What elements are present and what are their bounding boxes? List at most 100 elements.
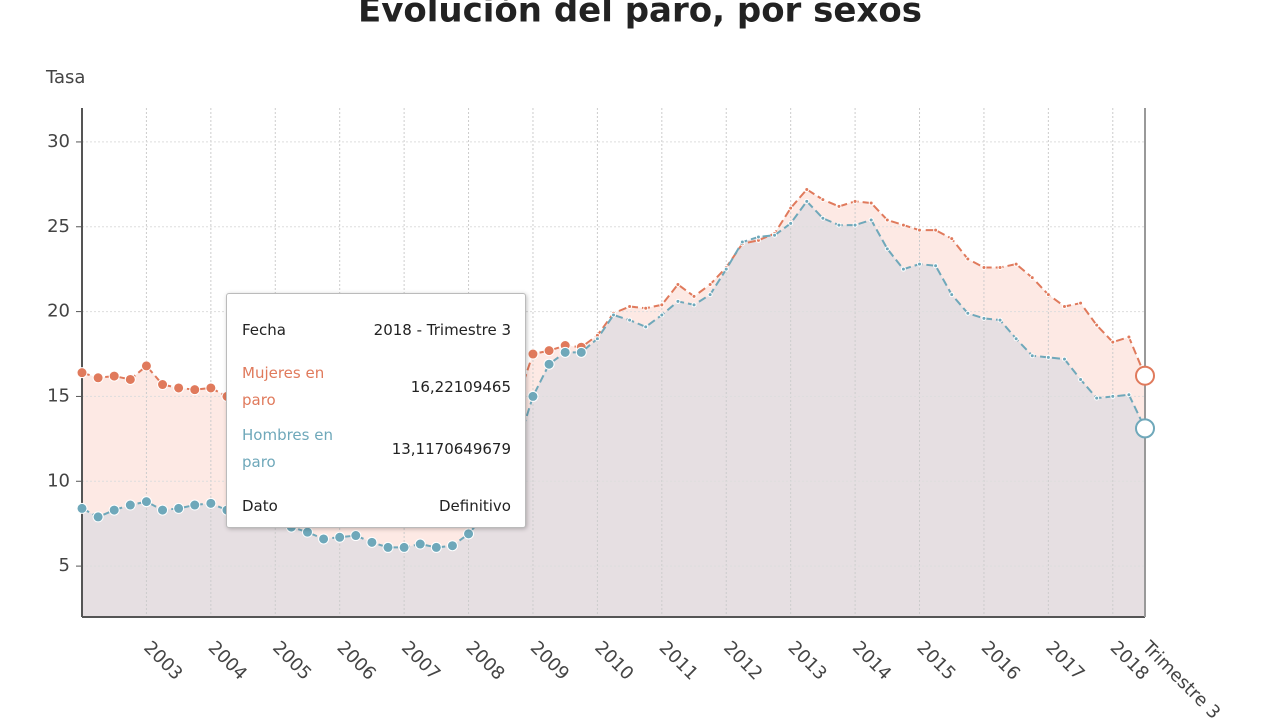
data-point [1029,353,1035,359]
x-tick-label: 2005 [268,637,315,684]
data-point [852,198,858,204]
tooltip-label: Fecha [242,320,286,339]
y-tick-label: 25 [47,216,70,237]
data-point [92,372,104,384]
data-point [788,205,794,211]
data-point [852,222,858,228]
x-tick-label: 2007 [397,637,444,684]
data-point [559,346,571,358]
data-point [398,541,410,553]
x-tick-label: 2015 [912,637,959,684]
highlight-point [1135,418,1155,439]
x-tick-label: Trimestre 3 [1137,637,1224,720]
data-point [157,504,169,516]
data-point [414,538,426,550]
data-point [140,496,152,508]
data-point [334,531,346,543]
data-point [366,536,378,548]
data-point [1078,300,1084,306]
data-point [643,324,649,330]
data-point [173,502,185,514]
data-point [675,298,681,304]
data-point [659,302,665,308]
data-point [1110,393,1116,399]
data-point [189,499,201,511]
y-tick-label: 5 [59,555,70,576]
tooltip-value: 13,1170649679 [391,439,511,458]
data-point [1061,304,1067,310]
data-point [917,227,923,233]
tooltip: Fecha 2018 - Trimestre 3 Mujeres en paro 16… [226,293,526,528]
data-point [1045,292,1051,298]
data-point [820,215,826,221]
plot: 2003 2004 2005 2006 2007 2008 2009 2010 2011 2012… [47,108,1224,720]
x-tick-label: 2016 [977,637,1024,684]
data-point [900,222,906,228]
x-tick-label: 2014 [848,637,895,684]
data-point [173,382,185,394]
data-point [981,315,987,321]
data-point [755,234,761,240]
data-point [1013,336,1019,342]
data-point [543,358,555,370]
data-point [900,266,906,272]
data-point [1045,354,1051,360]
data-point [949,236,955,242]
data-point [723,266,729,272]
data-point [1013,261,1019,267]
data-point [157,379,169,391]
data-point [1029,275,1035,281]
tooltip-label: Dato [242,496,278,515]
data-point [772,232,778,238]
data-point [1094,395,1100,401]
x-tick-label: 2010 [590,637,637,684]
x-tick-label: 2011 [655,637,702,684]
data-point [76,367,88,379]
data-point [691,293,697,299]
y-tick-label: 15 [47,385,70,406]
data-point [189,384,201,396]
tooltip-value: Definitivo [438,496,511,515]
tooltip-label: Mujeres en paro [242,364,325,409]
data-point [997,317,1003,323]
data-point [108,370,120,382]
data-point [124,499,136,511]
data-point [933,227,939,233]
x-tick-label: 2017 [1041,637,1088,684]
data-point [965,310,971,316]
data-point [1061,356,1067,362]
data-point [527,390,539,402]
data-point [836,203,842,209]
data-point [707,292,713,298]
tooltip-row: Fecha 2018 - Trimestre 3 [242,308,511,352]
data-point [739,239,745,245]
x-tick-label: 2003 [139,637,186,684]
data-point [205,382,217,394]
x-tick-label: 2006 [333,637,380,684]
x-tick-label: 2008 [461,637,508,684]
data-point [575,346,587,358]
data-point [446,540,458,552]
series-area [82,201,1145,618]
data-point [1078,376,1084,382]
y-tick-label: 10 [47,470,70,491]
data-point [868,217,874,223]
tooltip-row: Dato Definitivo [242,484,511,528]
data-point [627,304,633,310]
data-point [965,256,971,262]
chart-title: Evolución del paro, por sexos [358,0,922,31]
data-point [981,264,987,270]
x-tick-label: 2012 [719,637,766,684]
data-point [804,198,810,204]
data-point [301,526,313,538]
tooltip-value: 16,22109465 [410,377,511,396]
data-point [1094,322,1100,328]
data-point [836,222,842,228]
data-point [707,281,713,287]
data-point [788,220,794,226]
data-point [543,345,555,357]
tooltip-row: Mujeres en paro 16,22109465 [242,360,511,414]
data-point [1126,392,1132,398]
